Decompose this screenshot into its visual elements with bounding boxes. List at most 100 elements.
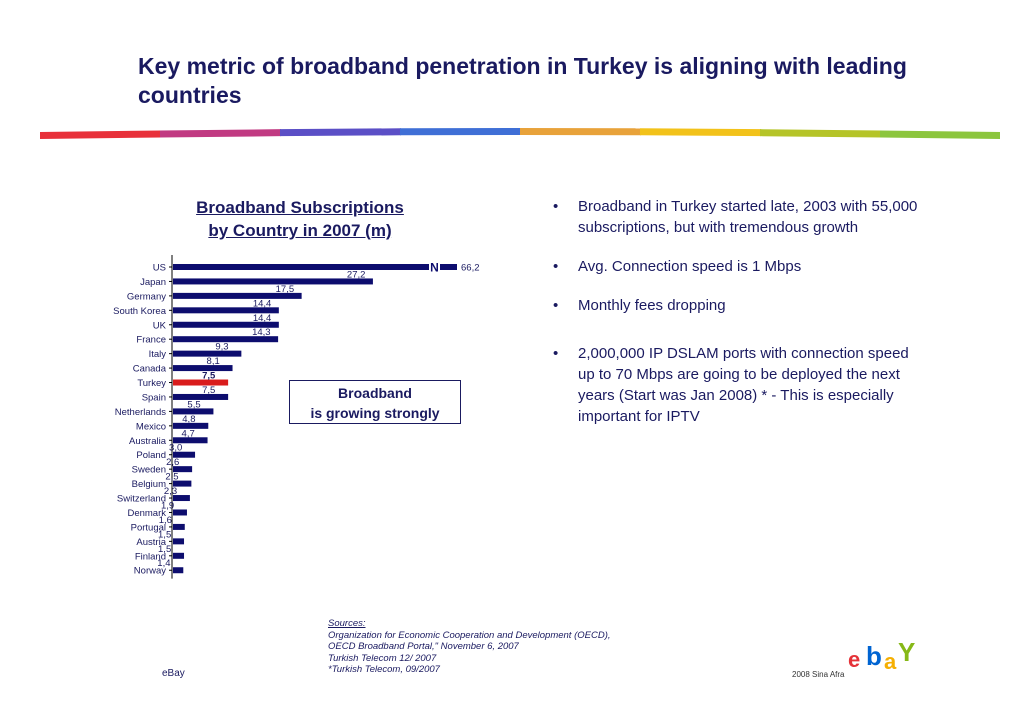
- value-label: 66,2: [461, 263, 480, 274]
- ribbon-segment: [160, 129, 281, 138]
- category-label: US: [153, 263, 166, 274]
- value-label: 14,4: [253, 298, 272, 309]
- bar: [173, 466, 193, 473]
- category-label: Finland: [135, 551, 166, 562]
- axis-break-mark: N: [430, 261, 439, 275]
- broadband-bar-chart: US N 66,2 Japan 27,2 Germany 17,5 South Korea 14…: [113, 255, 480, 579]
- category-label: Netherlands: [115, 407, 166, 418]
- bar: [173, 538, 185, 545]
- chart-heading-line-1: Broadband Subscriptions: [196, 198, 404, 217]
- value-label: 1,4: [157, 558, 170, 569]
- value-label: 1,5: [158, 529, 171, 540]
- chart-heading-line-2: by Country in 2007 (m): [208, 221, 392, 240]
- bullet-item: • Monthly fees dropping: [553, 297, 726, 314]
- bar-highlight: [173, 379, 229, 386]
- value-label: 27,2: [347, 269, 366, 280]
- category-label: Belgium: [132, 479, 166, 490]
- ribbon-segment: [40, 130, 161, 139]
- bar: [173, 495, 190, 502]
- category-label: Italy: [149, 349, 167, 360]
- logo-letter: e: [848, 647, 860, 671]
- footer-company: eBay: [162, 668, 185, 679]
- ribbon-segment: [640, 128, 761, 137]
- value-label: 9,3: [215, 342, 228, 353]
- value-label: 7,5: [202, 385, 215, 396]
- bullet-dot-icon: •: [553, 198, 559, 215]
- category-label: Japan: [140, 277, 166, 288]
- category-label: France: [136, 335, 166, 346]
- bullet-dot-icon: •: [553, 297, 559, 314]
- decorative-ribbon: [40, 128, 1000, 139]
- bar: [173, 393, 229, 400]
- sources-line: Organization for Economic Cooperation an…: [328, 629, 611, 641]
- value-label: 2,3: [164, 486, 177, 497]
- slide-title: Key metric of broadband penetration in T…: [138, 53, 907, 108]
- bar: [173, 278, 373, 285]
- bar: [173, 336, 279, 343]
- sources-heading: Sources:: [328, 618, 366, 629]
- bar: [173, 451, 196, 458]
- value-label: 2,6: [166, 457, 179, 468]
- callout-line-2: is growing strongly: [310, 405, 440, 421]
- bar: [173, 437, 208, 444]
- bar: [173, 509, 187, 516]
- value-label: 5,5: [187, 399, 200, 410]
- category-label: Sweden: [132, 465, 166, 476]
- callout-box: Broadband is growing strongly: [289, 380, 461, 424]
- logo-letter: Y: [898, 637, 915, 667]
- bar: [173, 552, 185, 559]
- ribbon-segment: [760, 129, 881, 138]
- bar: [173, 408, 214, 415]
- sources-note: Sources: Organization for Economic Coope…: [328, 618, 611, 676]
- footer-author: 2008 Sina Afra: [792, 670, 845, 679]
- bullet-item: • 2,000,000 IP DSLAM ports with connectio…: [553, 345, 909, 425]
- bar: [173, 567, 184, 574]
- bullet-item: • Avg. Connection speed is 1 Mbps: [553, 258, 802, 275]
- category-label: Poland: [136, 450, 166, 461]
- ribbon-segment: [880, 130, 1000, 139]
- bar: [173, 480, 192, 487]
- bar: [173, 422, 209, 429]
- bar: [173, 350, 242, 357]
- category-label: Mexico: [136, 421, 166, 432]
- category-label: Switzerland: [117, 494, 166, 505]
- value-label: 7,5: [202, 371, 216, 382]
- category-label: South Korea: [113, 306, 167, 317]
- bar: [173, 523, 185, 530]
- value-label: 1,9: [161, 500, 174, 511]
- value-label: 4,8: [182, 414, 195, 425]
- value-label: 3,0: [169, 443, 182, 454]
- axis-break-gap: [429, 261, 440, 273]
- value-label: 1,6: [159, 515, 172, 526]
- ribbon-segment: [400, 128, 521, 136]
- value-label: 14,3: [252, 327, 270, 338]
- bar: [173, 307, 279, 314]
- category-label: Spain: [142, 392, 166, 403]
- bullet-list: • Broadband in Turkey started late, 2003 …: [550, 196, 920, 427]
- callout-line-1: Broadband: [338, 385, 412, 401]
- category-label: UK: [153, 320, 167, 331]
- ribbon-segment: [520, 128, 641, 136]
- category-label: Portugal: [131, 522, 166, 533]
- value-label: 4,7: [182, 428, 195, 439]
- bullet-item: • Broadband in Turkey started late, 2003 …: [553, 198, 918, 236]
- category-label: Norway: [134, 566, 166, 577]
- bar: [173, 292, 302, 299]
- category-label: Australia: [129, 436, 167, 447]
- value-label: 2,5: [165, 472, 178, 483]
- value-label: 14,4: [253, 313, 272, 324]
- value-label: 17,5: [276, 284, 295, 295]
- chart-heading: Broadband Subscriptions by Country in 20…: [150, 196, 450, 242]
- value-label: 8,1: [207, 356, 220, 367]
- bar: [173, 264, 457, 270]
- sources-line: OECD Broadband Portal," November 6, 2007: [328, 641, 519, 652]
- logo-letter: a: [884, 649, 897, 671]
- sources-line: *Turkish Telecom, 09/2007: [328, 664, 440, 675]
- category-label: Austria: [136, 537, 166, 548]
- category-label: Turkey: [137, 378, 166, 389]
- sources-line: Turkish Telecom 12/ 2007: [328, 652, 437, 664]
- category-label: Denmark: [127, 508, 166, 519]
- logo-letter: b: [866, 641, 882, 671]
- category-label: Germany: [127, 291, 166, 302]
